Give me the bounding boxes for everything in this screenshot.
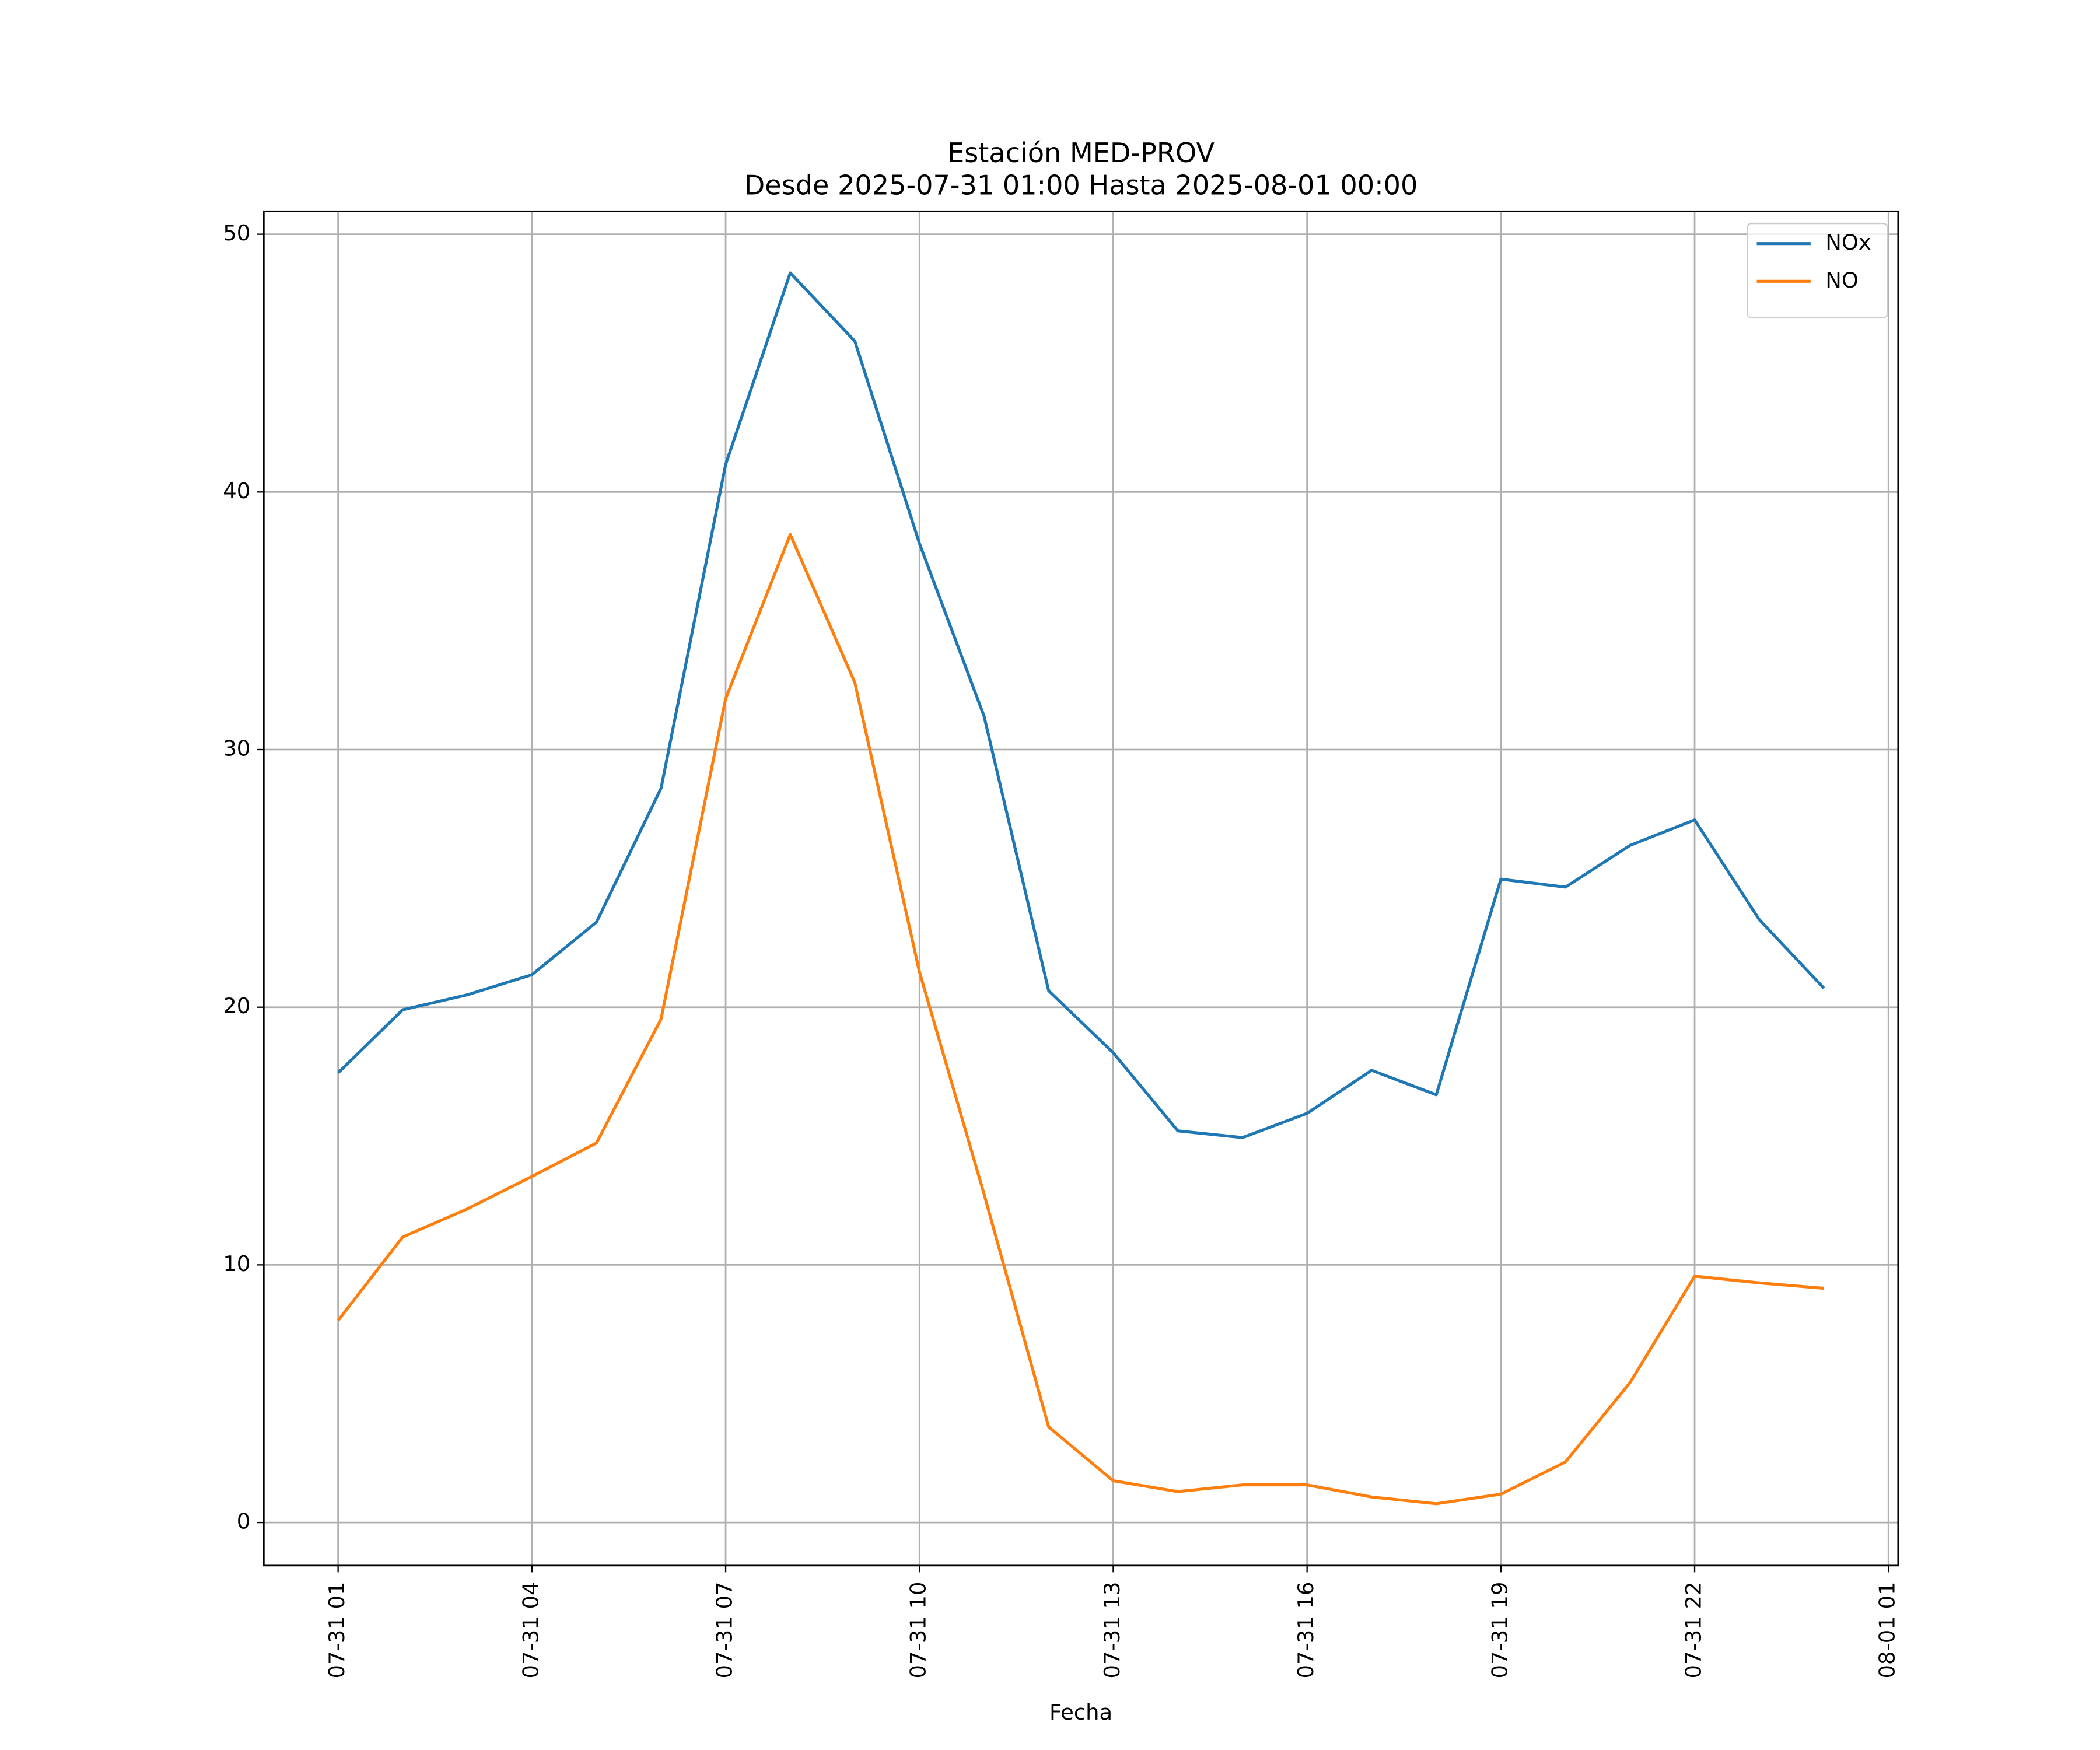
x-tick-label: 07-31 16 (1293, 1582, 1318, 1679)
x-tick-label: 07-31 10 (906, 1582, 931, 1679)
data-line (337, 271, 1825, 1139)
y-tick-label: 40 (223, 478, 250, 503)
y-tick-label: 10 (223, 1251, 250, 1276)
x-axis-label: Fecha (1049, 1700, 1112, 1725)
legend-label: NOx (1825, 230, 1871, 255)
y-tick-label: 30 (223, 736, 250, 761)
legend-label: NO (1825, 268, 1859, 293)
x-tick-label: 07-31 01 (324, 1582, 349, 1679)
chart-subtitle: Desde 2025-07-31 01:00 Hasta 2025-08-01 … (744, 169, 1418, 201)
plot-frame (262, 210, 1899, 1567)
y-tick-label: 20 (223, 993, 250, 1019)
x-tick-label: 07-31 19 (1487, 1582, 1512, 1679)
y-tick-label: 50 (223, 220, 250, 246)
legend-box (1746, 222, 1888, 318)
x-tick-label: 07-31 13 (1100, 1582, 1125, 1679)
chart-title: Estación MED-PROV (947, 137, 1214, 169)
x-tick-label: 07-31 04 (518, 1582, 543, 1679)
y-tick-label: 0 (237, 1509, 250, 1534)
x-tick-label: 07-31 07 (712, 1582, 737, 1679)
x-tick-label: 07-31 22 (1681, 1582, 1706, 1679)
x-tick-label: 08-01 01 (1875, 1582, 1900, 1679)
data-line (337, 533, 1824, 1506)
